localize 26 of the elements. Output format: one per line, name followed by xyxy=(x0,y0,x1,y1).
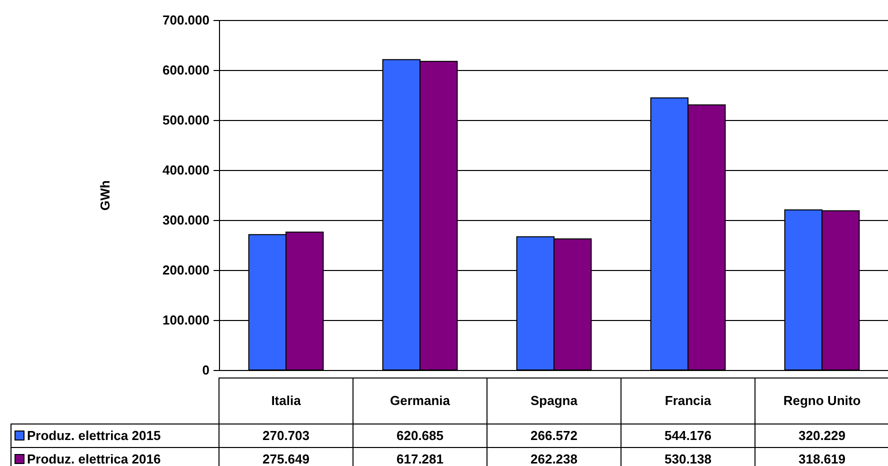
x-tick-label: Francia xyxy=(664,393,712,408)
y-tick-label: 700.000 xyxy=(162,12,210,28)
y-tick-label: 100.000 xyxy=(162,312,210,328)
x-tick-label: Germania xyxy=(390,393,451,408)
y-axis-title: GWh xyxy=(98,180,113,211)
data-label: 275.649 xyxy=(262,451,310,466)
data-label: 530.138 xyxy=(664,451,712,466)
y-tick-label: 600.000 xyxy=(162,62,210,78)
data-label: 620.685 xyxy=(396,428,444,443)
y-tick-label: 500.000 xyxy=(162,112,210,128)
x-tick-label: Regno Unito xyxy=(783,393,861,408)
y-tick-label: 400.000 xyxy=(162,162,210,178)
data-label: 270.703 xyxy=(262,428,310,443)
data-label: 318.619 xyxy=(798,451,846,466)
legend-label: Produz. elettrica 2015 xyxy=(27,428,161,443)
data-label: 320.229 xyxy=(798,428,846,443)
y-tick-label: 200.000 xyxy=(162,262,210,278)
data-label: 617.281 xyxy=(396,451,444,466)
data-label: 262.238 xyxy=(530,451,578,466)
data-label: 266.572 xyxy=(530,428,578,443)
y-tick-label: 0 xyxy=(202,362,210,378)
x-tick-label: Spagna xyxy=(530,393,578,408)
data-label: 544.176 xyxy=(664,428,712,443)
y-tick-label: 300.000 xyxy=(162,212,210,228)
legend-label: Produz. elettrica 2016 xyxy=(27,451,161,466)
x-tick-label: Italia xyxy=(271,393,302,408)
